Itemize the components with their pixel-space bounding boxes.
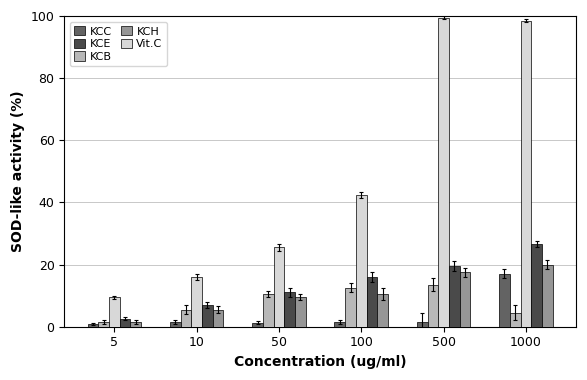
Bar bbox=[170, 322, 181, 327]
Bar bbox=[377, 294, 388, 327]
Bar bbox=[335, 322, 345, 327]
Bar bbox=[499, 274, 510, 327]
Bar bbox=[460, 272, 470, 327]
Bar bbox=[531, 244, 542, 327]
Bar bbox=[427, 285, 438, 327]
Bar bbox=[345, 288, 356, 327]
Bar bbox=[263, 294, 274, 327]
Y-axis label: SOD-like activity (%): SOD-like activity (%) bbox=[11, 90, 25, 252]
Bar bbox=[98, 322, 109, 327]
Bar bbox=[356, 195, 367, 327]
Bar bbox=[521, 21, 531, 327]
Bar bbox=[510, 313, 521, 327]
Bar bbox=[130, 322, 141, 327]
Bar bbox=[109, 297, 120, 327]
Bar bbox=[120, 319, 130, 327]
Bar bbox=[274, 247, 284, 327]
Legend: KCC, KCE, KCB, KCH, Vit.C: KCC, KCE, KCB, KCH, Vit.C bbox=[70, 22, 167, 66]
Bar bbox=[417, 322, 427, 327]
Bar bbox=[295, 297, 306, 327]
Bar bbox=[212, 310, 223, 327]
Bar bbox=[191, 277, 202, 327]
Bar bbox=[367, 277, 377, 327]
Bar bbox=[438, 17, 449, 327]
Bar bbox=[87, 324, 98, 327]
Bar bbox=[284, 293, 295, 327]
Bar bbox=[252, 323, 263, 327]
Bar bbox=[542, 264, 552, 327]
X-axis label: Concentration (ug/ml): Concentration (ug/ml) bbox=[234, 355, 406, 369]
Bar bbox=[202, 305, 212, 327]
Bar bbox=[181, 310, 191, 327]
Bar bbox=[449, 266, 460, 327]
